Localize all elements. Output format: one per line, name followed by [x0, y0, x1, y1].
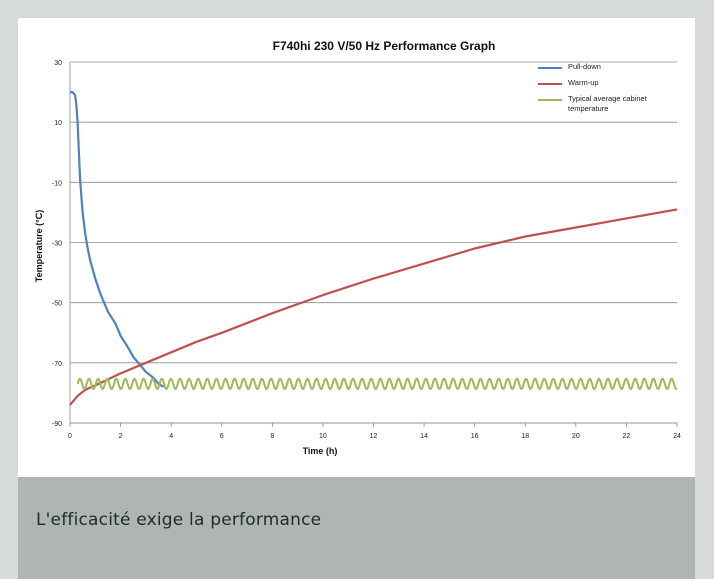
x-tick-label: 20 [572, 433, 580, 440]
y-tick-label: -10 [52, 180, 62, 187]
y-axis-label: Temperature (°C) [34, 210, 44, 282]
x-tick-label: 2 [119, 433, 123, 440]
chart-legend: Pull-down Warm-up Typical average cabine… [538, 62, 688, 120]
y-tick-label: -30 [52, 241, 62, 248]
series-line-pull-down [70, 91, 165, 388]
chart-title: F740hi 230 V/50 Hz Performance Graph [273, 39, 496, 53]
x-axis-label: Time (h) [303, 446, 338, 456]
legend-swatch-pull-down [538, 67, 562, 69]
legend-swatch-warm-up [538, 83, 562, 85]
y-tick-label: 30 [54, 60, 62, 67]
legend-label-cabinet-temperature: Typical average cabinet temperature [568, 94, 647, 113]
legend-item-warm-up: Warm-up [538, 78, 688, 88]
x-tick-label: 12 [370, 433, 378, 440]
x-tick-label: 10 [319, 433, 327, 440]
legend-label-pull-down: Pull-down [568, 62, 601, 71]
x-tick-label: 24 [673, 433, 681, 440]
x-tick-label: 4 [169, 433, 173, 440]
caption-text: L'efficacité exige la performance [36, 510, 322, 530]
chart-card: 30 10 -10 -30 -50 -70 -90 0 2 4 6 8 10 12 14 16 18 20 22 24… [18, 18, 695, 477]
x-tick-label: 14 [420, 433, 428, 440]
legend-label-warm-up: Warm-up [568, 78, 599, 87]
x-tick-label: 8 [270, 433, 274, 440]
x-tick-label: 18 [521, 433, 529, 440]
y-tick-label: -50 [52, 301, 62, 308]
legend-swatch-cabinet-temperature [538, 99, 562, 101]
x-tick-label: 16 [471, 433, 479, 440]
x-tick-label: 22 [623, 433, 631, 440]
legend-item-pull-down: Pull-down [538, 62, 688, 72]
x-tick-label: 6 [220, 433, 224, 440]
legend-item-cabinet-temperature: Typical average cabinet temperature [538, 94, 688, 114]
x-tick-label: 0 [68, 433, 72, 440]
y-tick-label: -90 [52, 421, 62, 428]
caption-bar: L'efficacité exige la performance [18, 477, 695, 579]
y-tick-label: 10 [54, 120, 62, 127]
series-line-warm-up [69, 208, 678, 406]
series-line-cabinet-temperature [76, 377, 678, 390]
y-tick-label: -70 [52, 361, 62, 368]
